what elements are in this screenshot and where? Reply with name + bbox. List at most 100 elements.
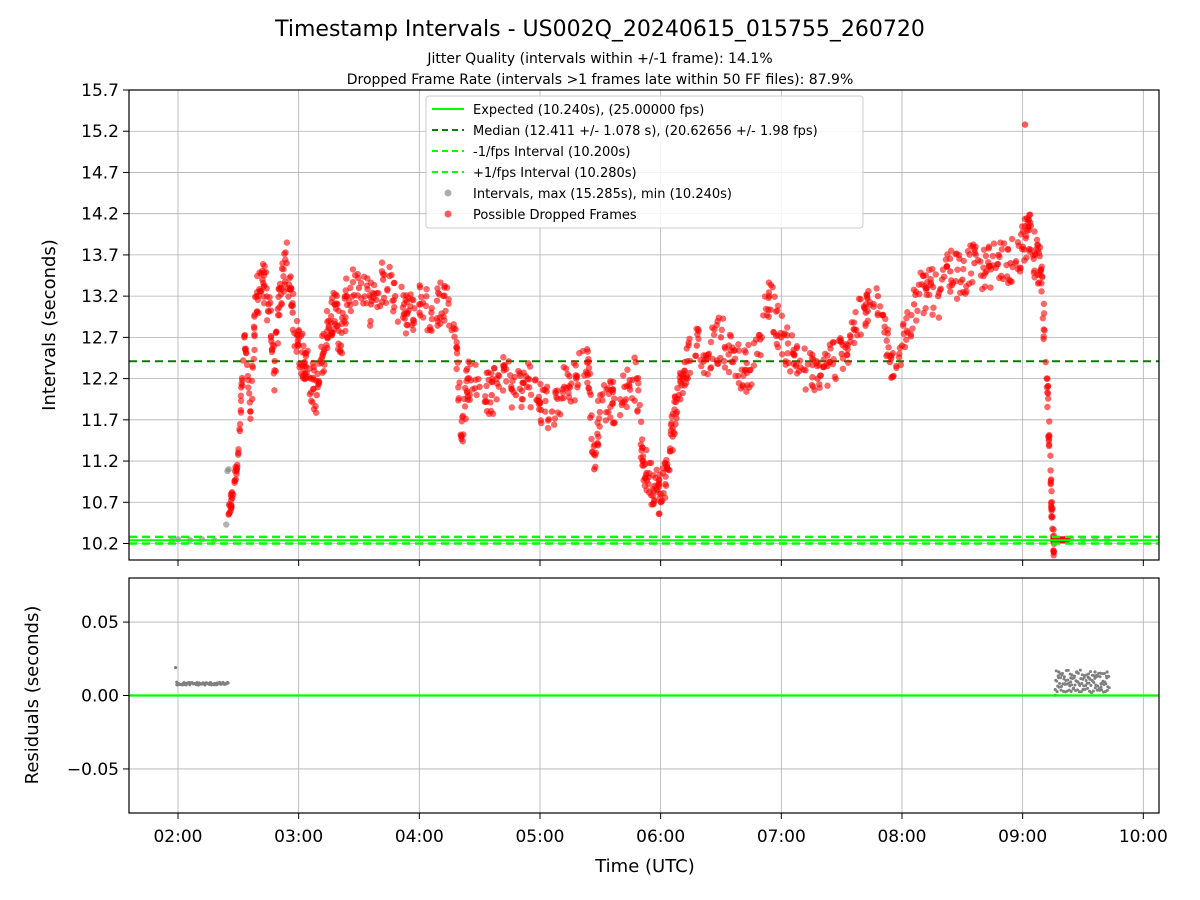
dropped-frame-point <box>584 348 591 355</box>
top-y-tick-label: 14.2 <box>81 205 119 225</box>
dropped-frame-point <box>649 492 657 499</box>
dropped-frame-point <box>398 283 405 291</box>
intervals-panel: 10.2 10.7 11.2 11.7 12.2 12.7 13.2 13.7 14.2 14.7… <box>81 81 1160 566</box>
dropped-frame-point <box>303 369 310 376</box>
dropped-frame-point <box>610 420 618 427</box>
dropped-frame-point <box>282 256 289 263</box>
dropped-frame-point <box>250 355 258 363</box>
dropped-frame-point <box>935 314 943 321</box>
dropped-frame-point <box>885 344 892 351</box>
dropped-frame-point <box>341 293 349 300</box>
dropped-frame-point <box>390 279 398 287</box>
dropped-frame-point <box>276 311 283 319</box>
dropped-frame-point <box>485 369 492 376</box>
dropped-frame-point <box>896 344 904 352</box>
dropped-frame-point <box>816 380 823 388</box>
dropped-frame-point <box>503 378 510 385</box>
dropped-frame-point <box>253 308 261 315</box>
top-y-tick-label: 13.7 <box>81 246 119 266</box>
dropped-frame-point <box>913 317 920 324</box>
dropped-frame-point <box>592 449 600 457</box>
dropped-frame-point <box>588 435 595 443</box>
dropped-frame-point <box>410 296 417 304</box>
residual-point <box>1070 673 1074 677</box>
dropped-frame-point <box>850 319 858 326</box>
dropped-frame-point <box>788 332 796 339</box>
dropped-frame-point <box>554 409 561 416</box>
legend-label: Intervals, max (15.285s), min (10.240s) <box>473 187 732 202</box>
residual-point <box>226 681 230 685</box>
dropped-frame-point <box>238 384 245 391</box>
dropped-frame-point <box>998 272 1005 280</box>
dropped-frame-point <box>271 387 278 394</box>
dropped-frame-point <box>272 367 279 375</box>
dropped-frame-point <box>309 359 317 367</box>
dropped-frame-point <box>960 257 967 265</box>
dropped-frame-point <box>367 317 374 325</box>
dropped-frame-point <box>662 482 670 489</box>
dropped-frame-point <box>1047 467 1054 474</box>
dropped-frame-point <box>634 407 641 414</box>
dropped-frame-point <box>596 423 603 430</box>
dropped-frame-point <box>542 397 549 405</box>
dropped-frame-point <box>537 417 545 424</box>
dropped-frame-point <box>873 285 880 292</box>
dropped-frame-point <box>910 301 918 308</box>
dropped-frame-point <box>997 239 1004 246</box>
legend: Expected (10.240s), (25.00000 fps) Median… <box>425 95 864 229</box>
dropped-frame-point <box>623 382 630 390</box>
dropped-frame-point <box>947 247 955 254</box>
dropped-frame-point <box>370 294 377 302</box>
dropped-frame-point <box>453 344 460 351</box>
dropped-frame-point <box>423 285 430 293</box>
residual-point <box>1088 670 1092 674</box>
residual-point <box>1055 679 1059 683</box>
dropped-frame-point <box>599 397 606 404</box>
dropped-frame-point <box>655 510 663 518</box>
dropped-frame-point <box>544 424 552 432</box>
dropped-frame-point <box>418 293 425 301</box>
dropped-frame-point <box>237 406 245 414</box>
dropped-frame-point <box>634 374 642 382</box>
dropped-frame-point <box>947 268 954 275</box>
dropped-frame-point <box>623 403 630 411</box>
dropped-frame-point <box>354 270 361 278</box>
dropped-frame-point <box>260 279 267 287</box>
residual-point <box>1086 675 1090 679</box>
x-tick-label: 06:00 <box>636 827 685 847</box>
dropped-frame-point <box>1031 228 1038 235</box>
residual-point <box>1076 671 1080 675</box>
dropped-frame-point <box>558 395 565 402</box>
dropped-frame-point <box>235 446 242 453</box>
dropped-frame-point <box>679 389 686 397</box>
dropped-frame-point <box>707 365 714 372</box>
dropped-frame-point <box>864 307 871 315</box>
residual-point <box>1073 683 1077 687</box>
dropped-frame-point <box>897 361 904 369</box>
dropped-frame-point <box>290 290 297 298</box>
dropped-frame-point <box>239 377 246 384</box>
dropped-frame-point <box>1037 266 1045 273</box>
dropped-frame-point <box>1049 505 1056 512</box>
dropped-frame-point <box>584 379 591 387</box>
x-tick-label: 08:00 <box>877 827 926 847</box>
dropped-frame-point <box>585 355 592 363</box>
dropped-frame-point <box>660 489 667 497</box>
dropped-frame-point <box>605 408 612 416</box>
residual-point <box>1058 681 1062 685</box>
residual-point <box>1057 685 1061 689</box>
dropped-frame-point <box>647 459 655 467</box>
residual-point <box>1096 684 1100 688</box>
dropped-frame-point <box>742 349 749 356</box>
dropped-frame-point <box>343 275 350 282</box>
dropped-frame-point <box>922 305 929 312</box>
dropped-frame-point <box>745 341 752 349</box>
dropped-frame-point <box>576 350 583 357</box>
dropped-frame-point <box>889 350 897 357</box>
dropped-frame-point <box>1046 418 1053 425</box>
dropped-frame-point <box>464 396 471 403</box>
dropped-frame-point <box>545 416 553 423</box>
dropped-frame-point <box>607 414 614 421</box>
dropped-frame-point <box>260 299 268 307</box>
dropped-frame-point <box>839 342 846 349</box>
